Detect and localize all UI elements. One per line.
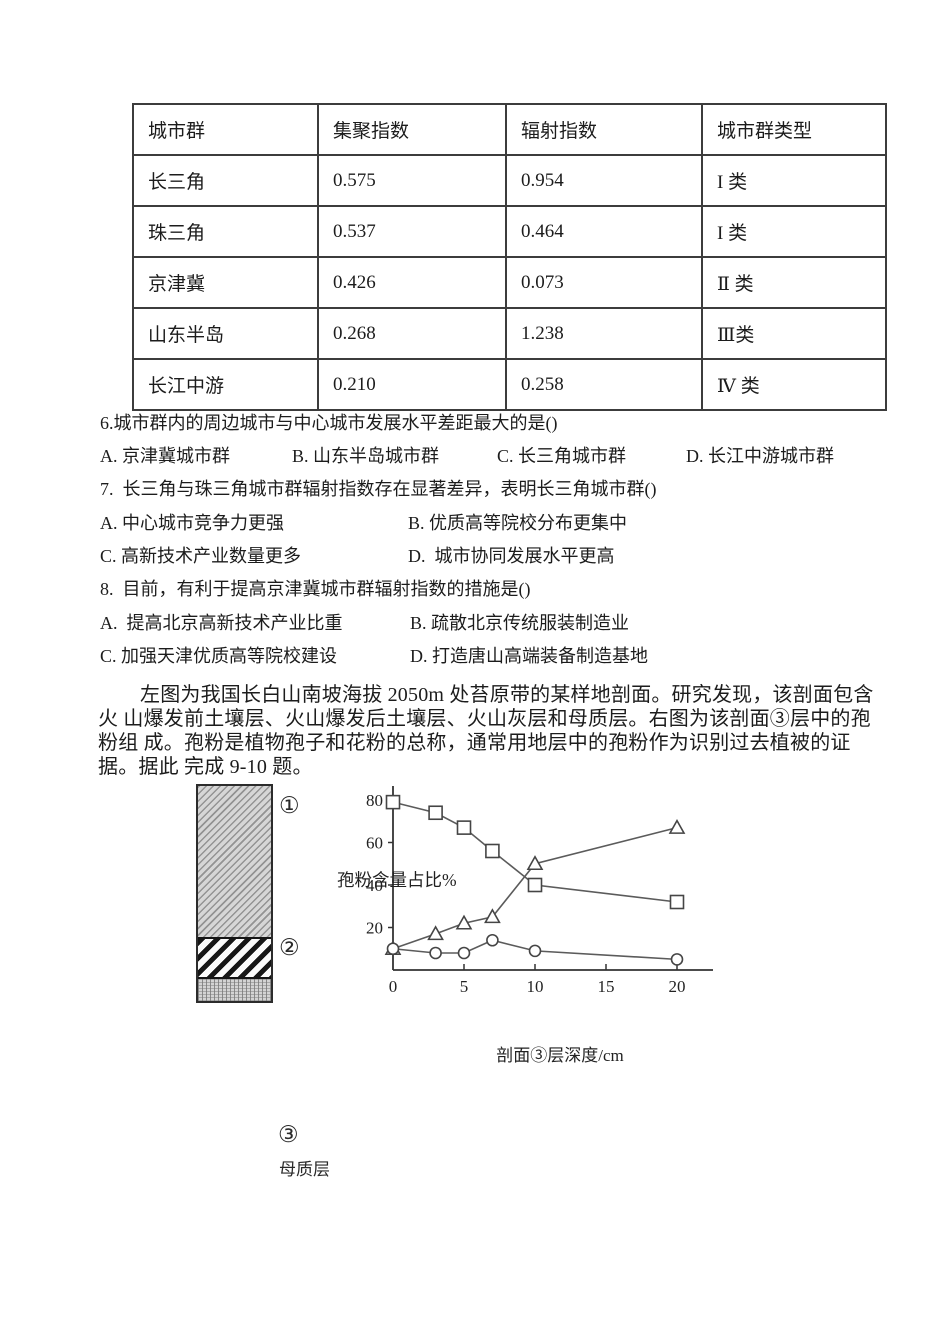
table-row: 山东半岛 0.268 1.238 Ⅲ类 — [132, 307, 887, 360]
table-cell: 0.426 — [317, 256, 507, 309]
table-cell: 0.258 — [505, 358, 703, 411]
passage-line-1: 左图为我国长白山南坡海拔 2050m 处苔原带的某样地剖面。研究发现，该剖面包含 — [140, 684, 874, 706]
question-8-options-cd: C. 加强天津优质高等院校建设 D. 打造唐山高端装备制造基地 — [100, 642, 900, 668]
pollen-chart-canvas: 20 40 60 80 0 5 10 15 20 剖面③层深度/cm — [366, 786, 713, 1065]
col-header-cluster: 城市群 — [132, 103, 319, 156]
col-header-type: 城市群类型 — [701, 103, 887, 156]
table-row: 珠三角 0.537 0.464 I 类 — [132, 205, 887, 258]
question-6-stem: 6.城市群内的周边城市与中心城市发展水平差距最大的是() — [100, 413, 558, 433]
option-d: D. 城市协同发展水平更高 — [408, 546, 615, 566]
table-cell: Ⅱ 类 — [701, 256, 887, 309]
option-d: D. 长江中游城市群 — [686, 446, 834, 466]
soil-layer-3-pattern — [198, 979, 271, 1001]
option-b: B. 优质高等院校分布更集中 — [408, 513, 628, 533]
svg-text:20: 20 — [366, 919, 383, 938]
col-header-agglomeration: 集聚指数 — [317, 103, 507, 156]
option-c: C. 长三角城市群 — [497, 446, 627, 466]
question-6-options: A. 京津冀城市群 B. 山东半岛城市群 C. 长三角城市群 D. 长江中游城市… — [100, 442, 900, 468]
table-cell: 0.210 — [317, 358, 507, 411]
pollen-chart: 20 40 60 80 0 5 10 15 20 剖面③层深度/cm 孢粉含量占比% — [335, 780, 735, 1080]
option-c: C. 高新技术产业数量更多 — [100, 546, 302, 566]
soil-layer-2-pattern — [198, 937, 271, 979]
table-row: 长三角 0.575 0.954 I 类 — [132, 154, 887, 207]
svg-text:0: 0 — [389, 977, 398, 996]
city-cluster-index-table: 城市群 集聚指数 辐射指数 城市群类型 长三角 0.575 0.954 I 类 … — [132, 103, 887, 411]
option-c: C. 加强天津优质高等院校建设 — [100, 646, 338, 666]
option-a: A. 提高北京高新技术产业比重 — [100, 613, 343, 633]
table-cell: 0.575 — [317, 154, 507, 207]
table-header-row: 城市群 集聚指数 辐射指数 城市群类型 — [132, 103, 887, 156]
question-8-stem: 8. 目前，有利于提高京津冀城市群辐射指数的措施是() — [100, 579, 531, 599]
option-a: A. 京津冀城市群 — [100, 446, 230, 466]
question-7-stem: 7. 长三角与珠三角城市群辐射指数存在显著差异，表明长三角城市群() — [100, 479, 657, 499]
table-cell: 0.464 — [505, 205, 703, 258]
svg-text:10: 10 — [527, 977, 544, 996]
question-7-options-cd: C. 高新技术产业数量更多 D. 城市协同发展水平更高 — [100, 542, 900, 568]
table-cell: 长江中游 — [132, 358, 319, 411]
table-row: 长江中游 0.210 0.258 Ⅳ 类 — [132, 358, 887, 411]
svg-text:剖面③层深度/cm: 剖面③层深度/cm — [496, 1046, 624, 1065]
table-cell: 0.073 — [505, 256, 703, 309]
question-7-options-ab: A. 中心城市竞争力更强 B. 优质高等院校分布更集中 — [100, 509, 900, 535]
svg-text:60: 60 — [366, 834, 383, 853]
svg-text:5: 5 — [460, 977, 469, 996]
col-header-radiation: 辐射指数 — [505, 103, 703, 156]
table-cell: 0.537 — [317, 205, 507, 258]
option-a: A. 中心城市竞争力更强 — [100, 513, 284, 533]
table-cell: 长三角 — [132, 154, 319, 207]
table-cell: 0.268 — [317, 307, 507, 360]
table-cell: Ⅳ 类 — [701, 358, 887, 411]
svg-text:15: 15 — [598, 977, 615, 996]
table-cell: 0.954 — [505, 154, 703, 207]
svg-text:40: 40 — [366, 876, 383, 895]
layer-1-label: ① — [279, 793, 300, 818]
passage-line-3: 粉组 成。孢粉是植物孢子和花粉的总称，通常用地层中的孢粉作为识别过去植被的证 — [98, 732, 851, 754]
table-cell: I 类 — [701, 154, 887, 207]
passage-line-4: 据。据此 完成 9-10 题。 — [98, 756, 313, 778]
chart-y-axis-label: 孢粉含量占比% — [337, 870, 457, 890]
parent-material-label: 母质层 — [279, 1160, 330, 1179]
table-cell: I 类 — [701, 205, 887, 258]
layer-2-label: ② — [279, 935, 300, 960]
layer-3-label: ③ — [278, 1122, 299, 1147]
soil-profile-column — [196, 784, 273, 1003]
table-cell: Ⅲ类 — [701, 307, 887, 360]
table-row: 京津冀 0.426 0.073 Ⅱ 类 — [132, 256, 887, 309]
table-cell: 京津冀 — [132, 256, 319, 309]
option-b: B. 疏散北京传统服装制造业 — [410, 613, 630, 633]
table-cell: 珠三角 — [132, 205, 319, 258]
option-d: D. 打造唐山高端装备制造基地 — [410, 646, 648, 666]
svg-text:20: 20 — [669, 977, 686, 996]
svg-text:80: 80 — [366, 791, 383, 810]
table-cell: 1.238 — [505, 307, 703, 360]
option-b: B. 山东半岛城市群 — [292, 446, 440, 466]
table-cell: 山东半岛 — [132, 307, 319, 360]
question-8-options-ab: A. 提高北京高新技术产业比重 B. 疏散北京传统服装制造业 — [100, 609, 900, 635]
passage-line-2: 火 山爆发前土壤层、火山爆发后土壤层、火山灰层和母质层。右图为该剖面③层中的孢 — [98, 708, 871, 730]
soil-layer-1-pattern — [198, 786, 271, 937]
